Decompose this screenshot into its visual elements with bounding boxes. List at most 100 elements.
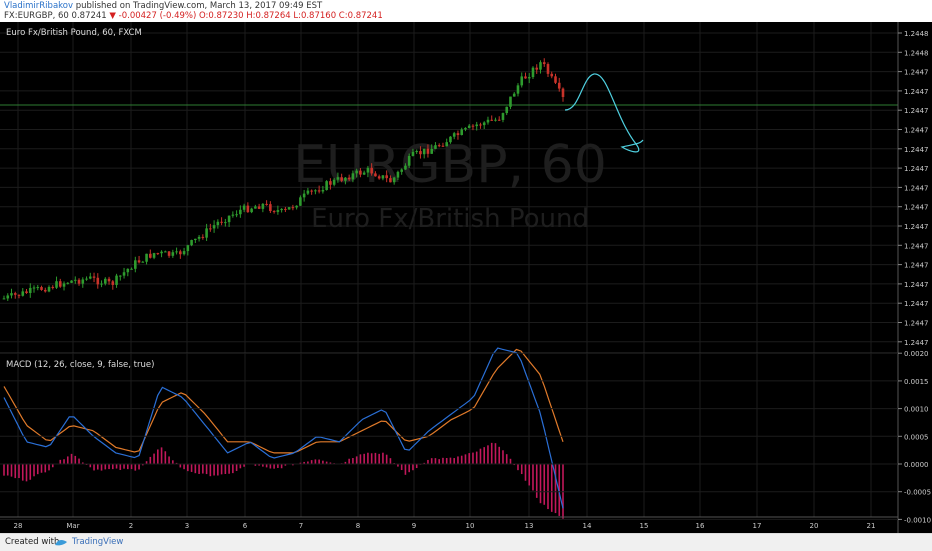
candle-body xyxy=(299,197,302,206)
candle-body xyxy=(261,203,265,209)
candle-body xyxy=(242,205,246,210)
macd-axis[interactable]: 0.0020 0.0015 0.0010 0.0005 0.0000 -0.0005 -0.… xyxy=(0,350,931,524)
candle-body xyxy=(359,170,362,175)
tradingview-logo-icon[interactable] xyxy=(54,536,68,548)
candle-body xyxy=(385,175,388,179)
macd-tick-label: 0.0000 xyxy=(904,461,929,469)
price-tick-label: 1.2447 xyxy=(904,300,929,308)
candle-body xyxy=(561,88,565,97)
candle-body xyxy=(92,276,96,278)
candle-body xyxy=(524,76,527,79)
chart-area[interactable]: EURGBP, 60 Euro Fx/British Pound Euro Fx… xyxy=(0,22,932,533)
candle-body xyxy=(216,221,220,226)
price-axis[interactable]: 1.2448 1.2448 1.2447 1.2447 1.2447 1.2447 1.24… xyxy=(898,30,929,347)
candle-body xyxy=(6,295,10,299)
candle-body xyxy=(554,76,557,83)
candle-body xyxy=(28,287,32,294)
candle-body xyxy=(389,178,392,183)
time-tick-label: 15 xyxy=(640,522,649,530)
candle-body xyxy=(149,253,152,258)
candle-body xyxy=(254,206,257,209)
candle-body xyxy=(321,189,325,192)
candle-body xyxy=(415,151,418,153)
candle-body xyxy=(145,253,148,262)
candle-body xyxy=(494,119,497,121)
candle-body xyxy=(482,122,486,126)
tradingview-brand[interactable]: TradingView xyxy=(72,537,124,547)
candle-body xyxy=(370,167,373,174)
pane-title: Euro Fx/British Pound, 60, FXCM xyxy=(6,28,142,38)
candle-body xyxy=(550,73,554,77)
candle-body xyxy=(239,209,242,215)
candle-body xyxy=(516,85,520,94)
candle-body xyxy=(325,181,328,190)
candle-body xyxy=(291,207,295,209)
candle-body xyxy=(265,203,268,205)
macd-tick-label: 0.0020 xyxy=(904,350,929,358)
candle-body xyxy=(539,62,542,70)
candle-body xyxy=(10,293,13,296)
candle-body xyxy=(205,228,208,238)
candle-body xyxy=(250,208,253,213)
time-tick-label: 8 xyxy=(356,522,360,530)
price-tick-label: 1.2447 xyxy=(904,184,929,192)
candle-body xyxy=(141,261,145,263)
candle-body xyxy=(55,281,58,288)
price-tick-label: 1.2447 xyxy=(904,281,929,289)
candle-body xyxy=(103,278,107,284)
price-tick-label: 1.2448 xyxy=(904,49,929,57)
candle-body xyxy=(209,228,212,230)
candle-body xyxy=(62,283,66,287)
macd-tick-label: 0.0015 xyxy=(904,378,929,386)
candle-body xyxy=(186,245,190,252)
candle-body xyxy=(85,278,88,280)
candle-body xyxy=(419,151,422,155)
candle-body xyxy=(471,125,475,127)
macd-label: MACD (12, 26, close, 9, false, true) xyxy=(6,360,154,370)
candle-body xyxy=(407,155,411,166)
candle-body xyxy=(366,167,370,173)
candle-body xyxy=(201,236,205,238)
candle-body xyxy=(43,289,47,292)
candle-body xyxy=(47,286,51,292)
price-tick-label: 1.2447 xyxy=(904,339,929,347)
candle-body xyxy=(422,148,426,155)
candle-body xyxy=(411,151,415,156)
candle-body xyxy=(467,125,471,128)
candle-body xyxy=(404,165,407,170)
candle-body xyxy=(100,283,103,285)
price-tick-label: 1.2447 xyxy=(904,88,929,96)
candle-body xyxy=(302,193,306,198)
time-tick-label: 21 xyxy=(867,522,876,530)
time-axis[interactable]: 28 Mar 2 3 6 7 8 9 10 13 14 15 16 17 20 21 xyxy=(14,522,876,530)
candle-body xyxy=(107,278,111,282)
candle-body xyxy=(381,175,385,179)
candle-body xyxy=(449,136,452,143)
candle-body xyxy=(452,133,456,137)
time-tick-label: 13 xyxy=(525,522,534,530)
candle-body xyxy=(17,294,21,296)
candle-body xyxy=(456,133,460,136)
candle-body xyxy=(542,62,546,65)
candle-body xyxy=(396,171,400,178)
candle-body xyxy=(212,225,216,229)
candle-body xyxy=(486,119,490,123)
candle-body xyxy=(295,205,298,208)
candle-body xyxy=(336,177,340,180)
time-tick-label: 6 xyxy=(243,522,248,530)
price-tick-label: 1.2447 xyxy=(904,146,929,154)
candle-body xyxy=(40,287,43,290)
author-link[interactable]: VladimirRibakov xyxy=(4,1,74,11)
candle-body xyxy=(479,124,482,126)
candle-body xyxy=(501,113,505,120)
candle-body xyxy=(126,268,130,273)
time-tick-label: Mar xyxy=(66,522,79,530)
candle-body xyxy=(156,253,160,255)
projection-drawing[interactable] xyxy=(564,73,644,153)
candle-body xyxy=(119,275,122,277)
candle-body xyxy=(509,96,512,107)
candle-body xyxy=(122,272,126,276)
candle-body xyxy=(287,207,291,210)
candle-body xyxy=(314,190,317,192)
macd-tick-label: -0.0005 xyxy=(904,489,931,497)
